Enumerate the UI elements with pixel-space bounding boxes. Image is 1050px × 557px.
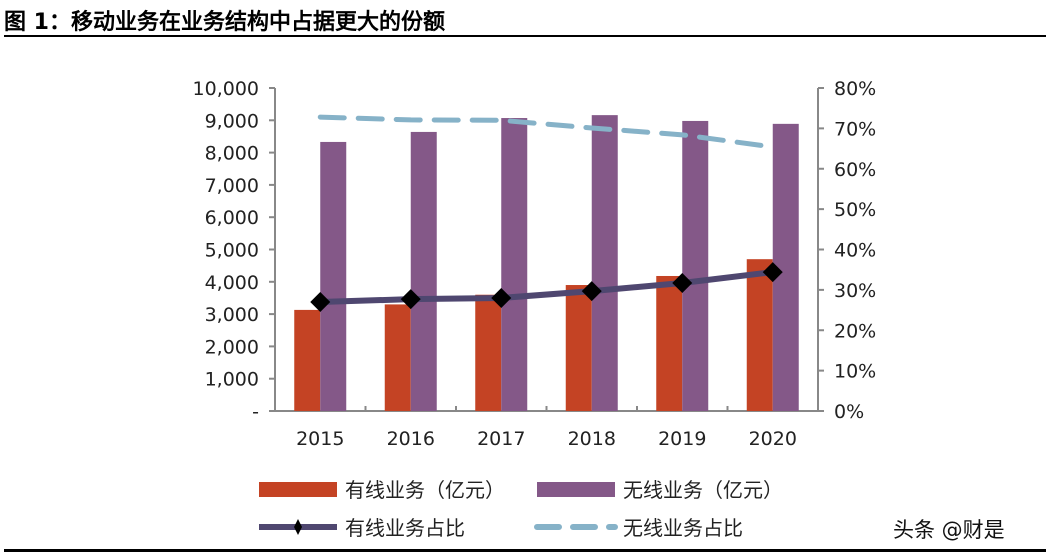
wired-bar bbox=[475, 294, 502, 411]
x-tick-label: 2018 bbox=[568, 428, 616, 450]
right-tick-label: 50% bbox=[834, 199, 876, 221]
title-divider bbox=[4, 35, 1046, 37]
wired-bar bbox=[565, 285, 592, 411]
x-tick-label: 2019 bbox=[658, 428, 706, 450]
left-tick-label: 3,000 bbox=[205, 304, 259, 326]
left-tick-label: 5,000 bbox=[205, 240, 259, 262]
wired-share-marker bbox=[400, 289, 421, 310]
x-tick-label: 2020 bbox=[749, 428, 797, 450]
wireless-bar bbox=[682, 120, 709, 412]
right-tick-label: 10% bbox=[834, 361, 876, 383]
wireless-bar bbox=[591, 115, 618, 411]
right-tick-label: 0% bbox=[834, 401, 864, 423]
wired-share-marker bbox=[672, 273, 693, 294]
left-tick-label: 7,000 bbox=[205, 175, 259, 197]
wired-share-marker bbox=[762, 262, 783, 283]
wireless-bar bbox=[410, 131, 437, 412]
right-tick-label: 80% bbox=[834, 78, 876, 100]
x-tick-label: 2017 bbox=[477, 428, 525, 450]
left-tick-label: 10,000 bbox=[193, 78, 259, 100]
right-tick-label: 60% bbox=[834, 159, 876, 181]
left-tick-label: 4,000 bbox=[205, 272, 259, 294]
legend-label: 无线业务（亿元） bbox=[623, 478, 783, 502]
right-tick-label: 70% bbox=[834, 118, 876, 140]
wired-bar bbox=[656, 275, 683, 411]
legend-label: 有线业务（亿元） bbox=[345, 478, 505, 502]
right-tick-label: 20% bbox=[834, 320, 876, 342]
left-tick-label: - bbox=[252, 401, 259, 423]
right-tick-label: 40% bbox=[834, 240, 876, 262]
right-tick-label: 30% bbox=[834, 280, 876, 302]
figure-title: 图 1：移动业务在业务结构中占据更大的份额 bbox=[4, 10, 445, 35]
left-tick-label: 9,000 bbox=[205, 110, 259, 132]
wireless-share-line bbox=[317, 114, 776, 150]
left-tick-label: 8,000 bbox=[205, 143, 259, 165]
legend-swatch bbox=[537, 482, 615, 497]
bottom-divider bbox=[4, 549, 1046, 552]
x-tick-label: 2015 bbox=[296, 428, 344, 450]
legend-marker bbox=[294, 519, 302, 535]
watermark: 头条 @财是 bbox=[893, 518, 1005, 542]
wired-share-marker bbox=[491, 287, 512, 308]
wireless-bar bbox=[320, 141, 347, 412]
wireless-bar bbox=[501, 118, 528, 411]
x-tick-label: 2016 bbox=[387, 428, 435, 450]
wired-bar bbox=[746, 259, 773, 411]
left-tick-label: 2,000 bbox=[205, 336, 259, 358]
left-tick-label: 6,000 bbox=[205, 207, 259, 229]
wired-share-marker bbox=[310, 291, 331, 312]
legend-label: 无线业务占比 bbox=[623, 516, 743, 540]
wired-bar bbox=[294, 309, 321, 411]
wired-bar bbox=[384, 304, 411, 411]
wired-share-line bbox=[317, 269, 776, 305]
legend-swatch bbox=[259, 482, 337, 497]
wired-share-marker bbox=[581, 281, 602, 302]
legend-label: 有线业务占比 bbox=[345, 516, 465, 540]
left-tick-label: 1,000 bbox=[205, 369, 259, 391]
